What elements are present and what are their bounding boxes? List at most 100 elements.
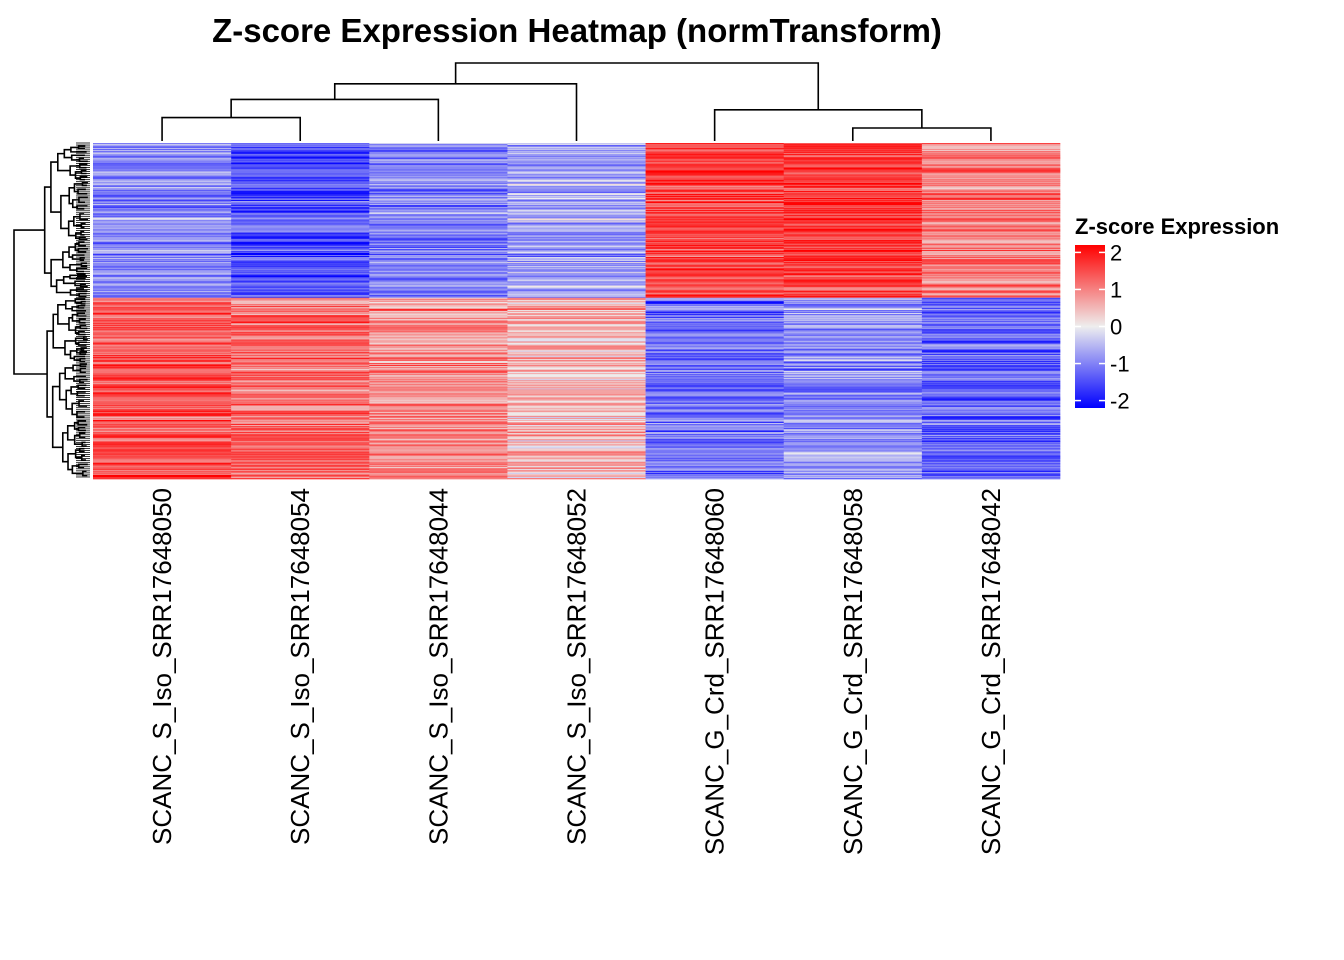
heatmap-cell [645,288,785,290]
heatmap-cell [93,173,232,175]
heatmap-cell [369,457,508,459]
heatmap-cell [369,471,508,474]
heatmap-cell [93,391,232,393]
heatmap-cell [921,294,1061,297]
heatmap-cell [783,231,923,233]
heatmap-cell [645,301,785,304]
heatmap-cell [369,294,508,297]
heatmap-cell [93,264,232,266]
heatmap-cell [93,227,232,229]
heatmap-cell [645,309,785,312]
heatmap-cell [507,372,646,374]
heatmap-cell [507,194,646,197]
heatmap-cell [231,414,370,417]
heatmap-cell [507,384,646,386]
heatmap-cell [369,153,508,155]
heatmap-cell [369,388,508,390]
heatmap-cell [369,164,508,166]
heatmap-cell [231,344,370,346]
heatmap-cell [921,256,1061,258]
heatmap-cell [93,431,232,433]
heatmap-cell [783,340,923,342]
heatmap-cell [783,266,923,268]
heatmap-cell [645,474,785,477]
heatmap-cell [369,298,508,301]
heatmap-cell [645,185,785,188]
heatmap-cell [231,266,370,268]
heatmap-cell [921,271,1061,273]
heatmap-cell [369,315,508,317]
heatmap-cell [93,430,232,432]
heatmap-cell [645,261,785,263]
heatmap-cell [507,412,646,415]
heatmap-cell [507,297,646,300]
heatmap-cell [369,161,508,163]
heatmap-cell [921,235,1061,238]
heatmap-cell [921,178,1061,181]
heatmap-cell [231,182,370,185]
heatmap-cell [645,246,785,249]
heatmap-cell [93,418,232,421]
heatmap-cell [645,365,785,368]
heatmap-cell [369,379,508,381]
heatmap-cell [93,208,232,210]
heatmap-cell [507,425,646,427]
heatmap-cell [645,343,785,345]
heatmap-cell [921,210,1061,212]
heatmap-cell [783,319,923,321]
heatmap-cell [93,274,232,276]
heatmap-cell [645,347,785,350]
heatmap-cell [231,454,370,456]
heatmap-cell [507,166,646,168]
heatmap-cell [783,393,923,395]
heatmap-cell [93,376,232,378]
heatmap-cell [645,406,785,409]
heatmap-cell [369,203,508,205]
heatmap-cell [921,187,1061,190]
heatmap-cell [783,217,923,219]
heatmap-cell [921,406,1061,409]
heatmap-cell [783,271,923,273]
heatmap-cell [783,155,923,157]
heatmap-cell [783,215,923,217]
heatmap-cell [783,306,923,309]
heatmap-cell [93,452,232,454]
heatmap-cell [783,336,923,338]
heatmap-cell [507,178,646,181]
heatmap-cell [921,452,1061,454]
heatmap-cell [369,368,508,370]
heatmap-cell [921,378,1061,380]
heatmap-cell [783,442,923,444]
heatmap-cell [231,320,370,322]
heatmap-cell [783,448,923,450]
heatmap-cell [645,269,785,271]
heatmap-cell [231,282,370,284]
heatmap-cell [645,384,785,386]
heatmap-cell [507,314,646,316]
heatmap-cell [645,401,785,403]
heatmap-cell [783,331,923,333]
heatmap-cell [783,244,923,247]
legend-tick-label: 0 [1110,315,1122,340]
heatmap-cell [369,258,508,260]
heatmap-cell [921,344,1061,346]
heatmap-cell [369,276,508,278]
heatmap-cell [921,432,1061,434]
heatmap-cell [783,323,923,325]
dendrogram-branch [79,213,88,221]
heatmap-cell [93,303,232,306]
heatmap-cell [645,215,785,217]
heatmap-cell [645,247,785,250]
heatmap-cell [645,216,785,218]
heatmap-cell [93,445,232,447]
heatmap-cell [93,232,232,234]
heatmap-cell [645,345,785,347]
heatmap-cell [645,372,785,374]
heatmap-cell [921,150,1061,152]
heatmap-cell [231,456,370,458]
heatmap-cell [783,456,923,458]
heatmap-cell [369,332,508,334]
heatmap-cell [231,379,370,381]
heatmap-cell [645,184,785,187]
heatmap-cell [231,162,370,164]
